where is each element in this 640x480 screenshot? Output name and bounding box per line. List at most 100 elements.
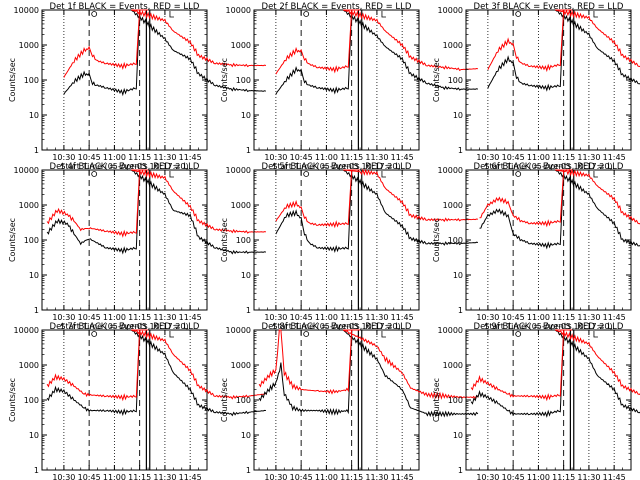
x-tick-label: 11:30 [577, 153, 600, 162]
y-tick-label: 10000 [14, 326, 39, 335]
event-glyph-bracket [381, 171, 386, 178]
y-tick-label: 10000 [438, 326, 463, 335]
y-tick-label: 1 [458, 146, 463, 155]
event-glyph-circle [91, 171, 98, 177]
y-tick-label: 10000 [14, 166, 39, 175]
x-tick-label: 11:00 [527, 313, 550, 322]
event-glyph-circle [303, 11, 310, 17]
x-tick-label: 11:15 [340, 473, 363, 480]
x-tick-label: 11:30 [365, 473, 388, 480]
y-tick-label: 10 [453, 271, 463, 280]
x-tick-label: 11:30 [577, 313, 600, 322]
x-axis-label: Start Time (05-Apr-05 10:17:20) [484, 162, 612, 171]
series-line [63, 9, 267, 78]
series-line [275, 9, 478, 75]
y-tick-label: 1 [246, 466, 251, 475]
panel: Det 6f BLACK = Events, RED = LLD 1 10 100 10… [432, 162, 640, 331]
panel: Det 4f BLACK = Events, RED = LLD 1 10 100 10… [8, 162, 267, 331]
x-tick-label: 11:00 [103, 473, 126, 480]
x-axis-label: Start Time (05-Apr-05 10:17:20) [272, 322, 400, 331]
x-tick-label: 11:15 [340, 153, 363, 162]
x-tick-label: 11:15 [128, 313, 151, 322]
y-axis-label: Counts/sec [220, 218, 229, 262]
x-tick-label: 11:00 [527, 153, 550, 162]
panel: Det 3f BLACK = Events, RED = LLD 1 10 100 10… [432, 2, 640, 171]
series-line [46, 169, 267, 255]
y-tick-label: 10 [29, 111, 39, 120]
y-tick-label: 10000 [14, 6, 39, 15]
x-tick-label: 11:15 [340, 313, 363, 322]
x-tick-label: 11:45 [179, 313, 202, 322]
y-tick-label: 100 [448, 236, 463, 245]
event-glyph-bracket [169, 11, 174, 18]
panel: Det 8f BLACK = Events, RED = LLD 1 10 100 10… [220, 322, 479, 480]
x-tick-label: 11:45 [179, 153, 202, 162]
y-axis-label: Counts/sec [8, 378, 17, 422]
y-tick-label: 1 [458, 466, 463, 475]
y-tick-label: 1000 [443, 201, 463, 210]
series-line [479, 168, 640, 228]
y-tick-label: 1 [34, 306, 39, 315]
series-line [487, 9, 640, 73]
panel: Det 7f BLACK = Events, RED = LLD 1 10 100 10… [8, 322, 266, 480]
panel: Det 5f BLACK = Events, RED = LLD 1 10 100 10… [220, 162, 479, 331]
x-tick-label: 10:30 [52, 313, 75, 322]
plot-frame [253, 9, 420, 151]
series-line [258, 329, 479, 400]
series-line [470, 329, 640, 402]
event-glyph-bracket [593, 171, 598, 178]
y-tick-label: 100 [448, 396, 463, 405]
x-tick-label: 11:15 [128, 153, 151, 162]
y-tick-label: 10000 [226, 6, 251, 15]
y-tick-label: 10 [29, 271, 39, 280]
y-tick-label: 1 [246, 146, 251, 155]
event-glyph-bracket [381, 11, 386, 18]
x-tick-label: 10:45 [502, 313, 525, 322]
x-axis-label: Start Time (05-Apr-05 10:17:20) [272, 162, 400, 171]
y-tick-label: 10 [29, 431, 39, 440]
x-tick-label: 11:45 [391, 153, 414, 162]
x-tick-label: 11:00 [103, 313, 126, 322]
series-line [479, 169, 640, 250]
event-glyph-circle [303, 331, 310, 337]
x-tick-label: 10:45 [290, 473, 313, 480]
series-line [63, 9, 267, 97]
x-tick-label: 11:45 [603, 473, 626, 480]
series-line [46, 329, 266, 417]
x-tick-label: 10:30 [264, 473, 287, 480]
plot-frame [41, 9, 208, 151]
y-tick-label: 10000 [226, 166, 251, 175]
event-glyph-circle [515, 171, 522, 177]
event-glyph-bracket [593, 11, 598, 18]
x-tick-label: 11:00 [315, 313, 338, 322]
x-tick-label: 10:45 [290, 313, 313, 322]
x-tick-label: 11:30 [365, 153, 388, 162]
x-tick-label: 10:30 [476, 153, 499, 162]
y-tick-label: 10 [453, 111, 463, 120]
y-tick-label: 1 [34, 466, 39, 475]
x-tick-label: 11:00 [315, 473, 338, 480]
y-axis-label: Counts/sec [8, 58, 17, 102]
event-glyph-circle [515, 11, 522, 17]
y-tick-label: 1000 [231, 201, 251, 210]
event-glyph-circle [515, 331, 522, 337]
x-tick-label: 10:30 [476, 473, 499, 480]
plot-frame [465, 9, 632, 151]
event-glyph-bracket [381, 331, 386, 338]
y-tick-label: 10 [241, 431, 251, 440]
x-tick-label: 11:45 [391, 473, 414, 480]
x-tick-label: 11:00 [103, 153, 126, 162]
panel-title: Det 3f BLACK = Events, RED = LLD [474, 2, 624, 12]
plot-frame [465, 329, 632, 471]
y-tick-label: 10 [241, 271, 251, 280]
x-tick-label: 10:45 [502, 153, 525, 162]
x-tick-label: 10:45 [78, 473, 101, 480]
series-line [46, 169, 267, 238]
x-tick-label: 10:30 [264, 313, 287, 322]
plot-frame [41, 169, 208, 311]
y-tick-label: 1000 [19, 361, 39, 370]
y-tick-label: 10 [453, 431, 463, 440]
x-tick-label: 11:15 [128, 473, 151, 480]
y-tick-label: 1000 [231, 41, 251, 50]
y-axis-label: Counts/sec [432, 378, 441, 422]
